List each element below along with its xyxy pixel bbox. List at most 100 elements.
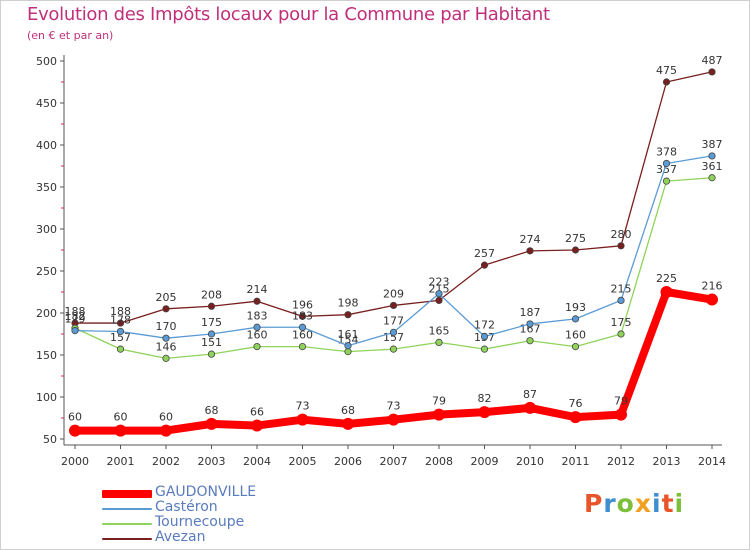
- data-label-gaudonville: 76: [569, 397, 583, 410]
- data-label-avezan: 487: [702, 54, 723, 67]
- data-label-cast-ron: 193: [565, 301, 586, 314]
- data-point-avezan: [708, 68, 716, 76]
- data-label-tournecoupe: 160: [292, 329, 313, 342]
- data-point-gaudonville: [69, 424, 81, 437]
- data-point-tournecoupe: [253, 342, 261, 351]
- data-label-cast-ron: 175: [201, 316, 222, 329]
- legend-swatch-avezan: [102, 538, 152, 540]
- data-point-gaudonville: [342, 417, 354, 430]
- data-label-avezan: 274: [520, 233, 541, 246]
- data-point-avezan: [344, 311, 352, 319]
- logo-letter: t: [661, 489, 675, 518]
- data-label-gaudonville: 79: [614, 395, 628, 408]
- data-label-tournecoupe: 157: [110, 331, 131, 344]
- x-tick-label-2007: 2007: [380, 455, 408, 468]
- data-point-cast-ron: [389, 328, 398, 336]
- data-point-cast-ron: [71, 327, 79, 335]
- x-tick-label-2009: 2009: [471, 455, 499, 468]
- data-point-gaudonville: [251, 419, 263, 432]
- data-point-avezan: [162, 305, 170, 313]
- data-label-avezan: 257: [474, 247, 495, 260]
- logo-letter: o: [616, 489, 635, 518]
- data-label-cast-ron: 161: [338, 328, 359, 341]
- y-tick-label-400: 400: [36, 139, 57, 152]
- data-point-cast-ron: [298, 323, 307, 331]
- data-point-tournecoupe: [344, 348, 352, 356]
- data-point-tournecoupe: [708, 174, 716, 182]
- data-point-cast-ron: [116, 327, 125, 336]
- legend-item-tournecoupe: Tournecoupe: [102, 514, 302, 531]
- data-label-gaudonville: 60: [114, 411, 128, 424]
- data-label-cast-ron: 177: [383, 314, 404, 327]
- data-point-gaudonville: [615, 408, 627, 421]
- data-label-tournecoupe: 160: [247, 329, 268, 342]
- legend-label-tournecoupe: Tournecoupe: [155, 514, 245, 530]
- data-label-cast-ron: 183: [292, 309, 313, 322]
- data-label-cast-ron: 183: [247, 309, 268, 322]
- data-label-cast-ron: 187: [520, 306, 541, 319]
- x-tick-label-2005: 2005: [289, 455, 317, 468]
- data-label-avezan: 188: [65, 305, 86, 318]
- data-point-avezan: [662, 78, 671, 86]
- x-tick-label-2010: 2010: [516, 455, 544, 468]
- data-point-gaudonville: [296, 413, 309, 426]
- data-point-gaudonville: [433, 408, 445, 421]
- data-point-avezan: [435, 296, 443, 304]
- data-label-avezan: 196: [292, 298, 313, 311]
- data-label-gaudonville: 79: [432, 395, 446, 408]
- y-tick-label-100: 100: [36, 391, 57, 404]
- data-label-gaudonville: 216: [702, 280, 723, 293]
- data-label-gaudonville: 82: [478, 392, 492, 405]
- data-point-avezan: [617, 242, 625, 250]
- logo-letter: i: [674, 489, 685, 518]
- x-tick-label-2000: 2000: [61, 455, 89, 468]
- legend-label-avezan: Avezan: [155, 529, 206, 545]
- data-label-cast-ron: 215: [611, 282, 632, 295]
- x-tick-label-2006: 2006: [334, 455, 362, 468]
- legend-item-gaudonville: GAUDONVILLE: [102, 484, 302, 501]
- data-point-tournecoupe: [526, 337, 534, 345]
- data-point-cast-ron: [207, 330, 216, 338]
- data-label-tournecoupe: 165: [429, 324, 450, 337]
- data-label-gaudonville: 225: [656, 272, 677, 285]
- data-label-tournecoupe: 175: [611, 316, 632, 329]
- data-label-avezan: 205: [156, 291, 177, 304]
- data-label-cast-ron: 378: [656, 145, 677, 158]
- data-point-avezan: [116, 319, 125, 327]
- data-point-avezan: [298, 312, 307, 320]
- data-point-cast-ron: [435, 290, 443, 298]
- data-point-gaudonville: [114, 424, 127, 437]
- data-point-avezan: [480, 261, 489, 269]
- data-label-avezan: 209: [383, 287, 404, 300]
- data-label-avezan: 214: [247, 283, 268, 296]
- chart-subtitle: (en € et par an): [27, 29, 114, 42]
- data-label-gaudonville: 73: [387, 400, 401, 413]
- data-label-cast-ron: 178: [110, 313, 131, 326]
- data-point-cast-ron: [571, 315, 580, 323]
- y-tick-label-450: 450: [36, 97, 57, 110]
- y-tick-label-350: 350: [36, 181, 57, 194]
- data-label-tournecoupe: 151: [201, 336, 222, 349]
- data-label-tournecoupe: 146: [156, 340, 177, 353]
- data-label-gaudonville: 60: [68, 411, 82, 424]
- data-point-cast-ron: [708, 152, 716, 160]
- data-point-tournecoupe: [298, 342, 307, 351]
- data-label-gaudonville: 68: [341, 404, 355, 417]
- data-point-cast-ron: [617, 296, 625, 304]
- data-point-cast-ron: [480, 332, 489, 341]
- data-point-avezan: [389, 301, 398, 310]
- data-label-cast-ron: 387: [702, 138, 723, 151]
- data-label-cast-ron: 179: [65, 313, 86, 326]
- data-point-gaudonville: [478, 406, 491, 419]
- y-tick-label-200: 200: [36, 307, 57, 320]
- y-tick-label-500: 500: [36, 55, 57, 68]
- data-label-cast-ron: 172: [474, 319, 495, 332]
- logo-letter: r: [603, 489, 617, 518]
- data-point-gaudonville: [387, 413, 400, 426]
- x-tick-label-2014: 2014: [698, 455, 726, 468]
- data-point-cast-ron: [344, 342, 352, 350]
- y-tick-label-50: 50: [43, 433, 57, 446]
- data-label-avezan: 475: [656, 64, 677, 77]
- logo-letter: x: [634, 489, 652, 518]
- x-tick-label-2004: 2004: [243, 455, 271, 468]
